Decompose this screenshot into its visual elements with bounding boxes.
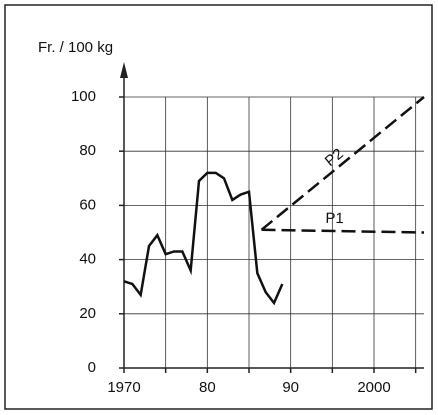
y-axis-arrow xyxy=(120,62,128,78)
line xyxy=(261,228,425,234)
y-tick-label: 80 xyxy=(79,142,96,159)
x-tick-label: 90 xyxy=(282,379,299,396)
x-tick-label: 2000 xyxy=(357,379,390,396)
x-tick-label: 1970 xyxy=(107,379,140,396)
line xyxy=(260,96,425,231)
y-tick-label: 0 xyxy=(88,359,96,376)
x-tick-label: 80 xyxy=(199,379,216,396)
frame xyxy=(4,4,433,410)
line xyxy=(123,171,284,306)
y-tick-label: 100 xyxy=(71,88,96,105)
y-tick-label: 60 xyxy=(79,196,96,213)
y-tick-label: 40 xyxy=(79,251,96,268)
y-tick-label: 20 xyxy=(79,305,96,322)
y-axis-label: Fr. / 100 kg xyxy=(38,39,113,56)
series-label: P2 xyxy=(322,145,347,170)
series-label: P1 xyxy=(325,210,344,227)
